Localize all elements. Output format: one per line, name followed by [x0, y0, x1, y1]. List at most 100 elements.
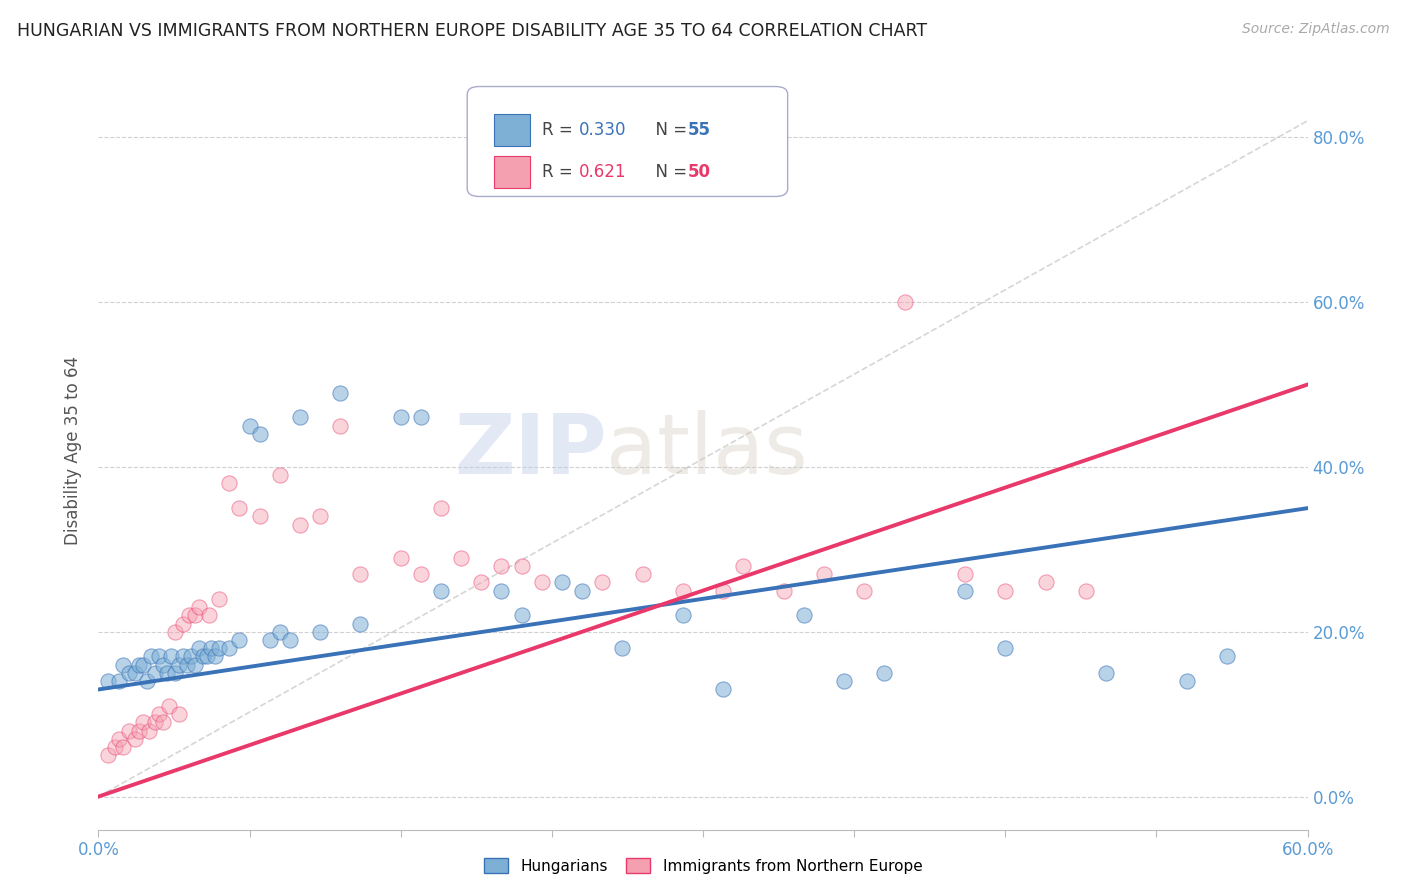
- FancyBboxPatch shape: [494, 114, 530, 146]
- Text: 55: 55: [688, 121, 710, 139]
- Point: [143, 715, 166, 730]
- Text: Source: ZipAtlas.com: Source: ZipAtlas.com: [1241, 22, 1389, 37]
- Point: [107, 674, 129, 689]
- FancyBboxPatch shape: [467, 87, 787, 196]
- Point: [218, 476, 240, 491]
- Point: [167, 657, 190, 672]
- Point: [409, 567, 432, 582]
- Point: [118, 665, 141, 680]
- Text: 0.621: 0.621: [578, 163, 626, 181]
- Point: [208, 591, 231, 606]
- Point: [510, 558, 533, 573]
- Point: [1074, 583, 1097, 598]
- Point: [184, 657, 207, 672]
- Point: [107, 731, 129, 746]
- FancyBboxPatch shape: [494, 156, 530, 187]
- Point: [249, 427, 271, 442]
- Point: [491, 583, 513, 598]
- Point: [172, 649, 194, 664]
- Point: [132, 715, 155, 730]
- Point: [510, 608, 533, 623]
- Point: [184, 608, 207, 623]
- Point: [118, 723, 141, 738]
- Point: [530, 575, 553, 590]
- Point: [188, 641, 211, 656]
- Point: [124, 731, 146, 746]
- Point: [163, 624, 186, 639]
- Point: [195, 649, 218, 664]
- Point: [672, 583, 695, 598]
- Point: [953, 583, 976, 598]
- Point: [430, 583, 453, 598]
- Point: [97, 674, 120, 689]
- Point: [994, 641, 1017, 656]
- Text: 0.330: 0.330: [578, 121, 626, 139]
- Point: [180, 649, 202, 664]
- Point: [188, 600, 211, 615]
- Point: [470, 575, 492, 590]
- Point: [813, 567, 835, 582]
- Point: [132, 657, 155, 672]
- Text: N =: N =: [645, 121, 692, 139]
- Point: [1035, 575, 1057, 590]
- Point: [124, 665, 146, 680]
- Text: R =: R =: [543, 163, 578, 181]
- Point: [389, 410, 412, 425]
- Point: [793, 608, 815, 623]
- Point: [832, 674, 855, 689]
- Point: [309, 624, 332, 639]
- Point: [450, 550, 472, 565]
- Text: atlas: atlas: [606, 410, 808, 491]
- Point: [953, 567, 976, 582]
- Point: [193, 649, 215, 664]
- Text: 50: 50: [688, 163, 710, 181]
- Point: [198, 608, 221, 623]
- Point: [163, 665, 186, 680]
- Point: [853, 583, 876, 598]
- Point: [148, 707, 170, 722]
- Text: R =: R =: [543, 121, 578, 139]
- Point: [349, 616, 371, 631]
- Y-axis label: Disability Age 35 to 64: Disability Age 35 to 64: [65, 356, 83, 545]
- Point: [349, 567, 371, 582]
- Point: [591, 575, 613, 590]
- Point: [218, 641, 240, 656]
- Point: [228, 633, 250, 648]
- Point: [148, 649, 170, 664]
- Point: [172, 616, 194, 631]
- Point: [208, 641, 231, 656]
- Point: [551, 575, 574, 590]
- Point: [329, 418, 352, 433]
- Point: [893, 295, 915, 310]
- Point: [160, 649, 183, 664]
- Point: [672, 608, 695, 623]
- Point: [111, 740, 134, 755]
- Point: [1175, 674, 1198, 689]
- Point: [97, 748, 120, 763]
- Point: [139, 649, 162, 664]
- Legend: Hungarians, Immigrants from Northern Europe: Hungarians, Immigrants from Northern Eur…: [478, 852, 928, 880]
- Point: [631, 567, 654, 582]
- Point: [176, 657, 198, 672]
- Point: [288, 517, 311, 532]
- Point: [430, 501, 453, 516]
- Point: [128, 657, 150, 672]
- Point: [152, 715, 174, 730]
- Point: [156, 665, 179, 680]
- Point: [571, 583, 593, 598]
- Point: [1216, 649, 1239, 664]
- Point: [259, 633, 281, 648]
- Point: [733, 558, 755, 573]
- Point: [612, 641, 634, 656]
- Point: [329, 385, 352, 400]
- Point: [309, 509, 332, 524]
- Point: [200, 641, 222, 656]
- Text: N =: N =: [645, 163, 692, 181]
- Point: [167, 707, 190, 722]
- Point: [239, 418, 262, 433]
- Point: [138, 723, 160, 738]
- Point: [204, 649, 226, 664]
- Point: [491, 558, 513, 573]
- Point: [994, 583, 1017, 598]
- Point: [711, 682, 734, 697]
